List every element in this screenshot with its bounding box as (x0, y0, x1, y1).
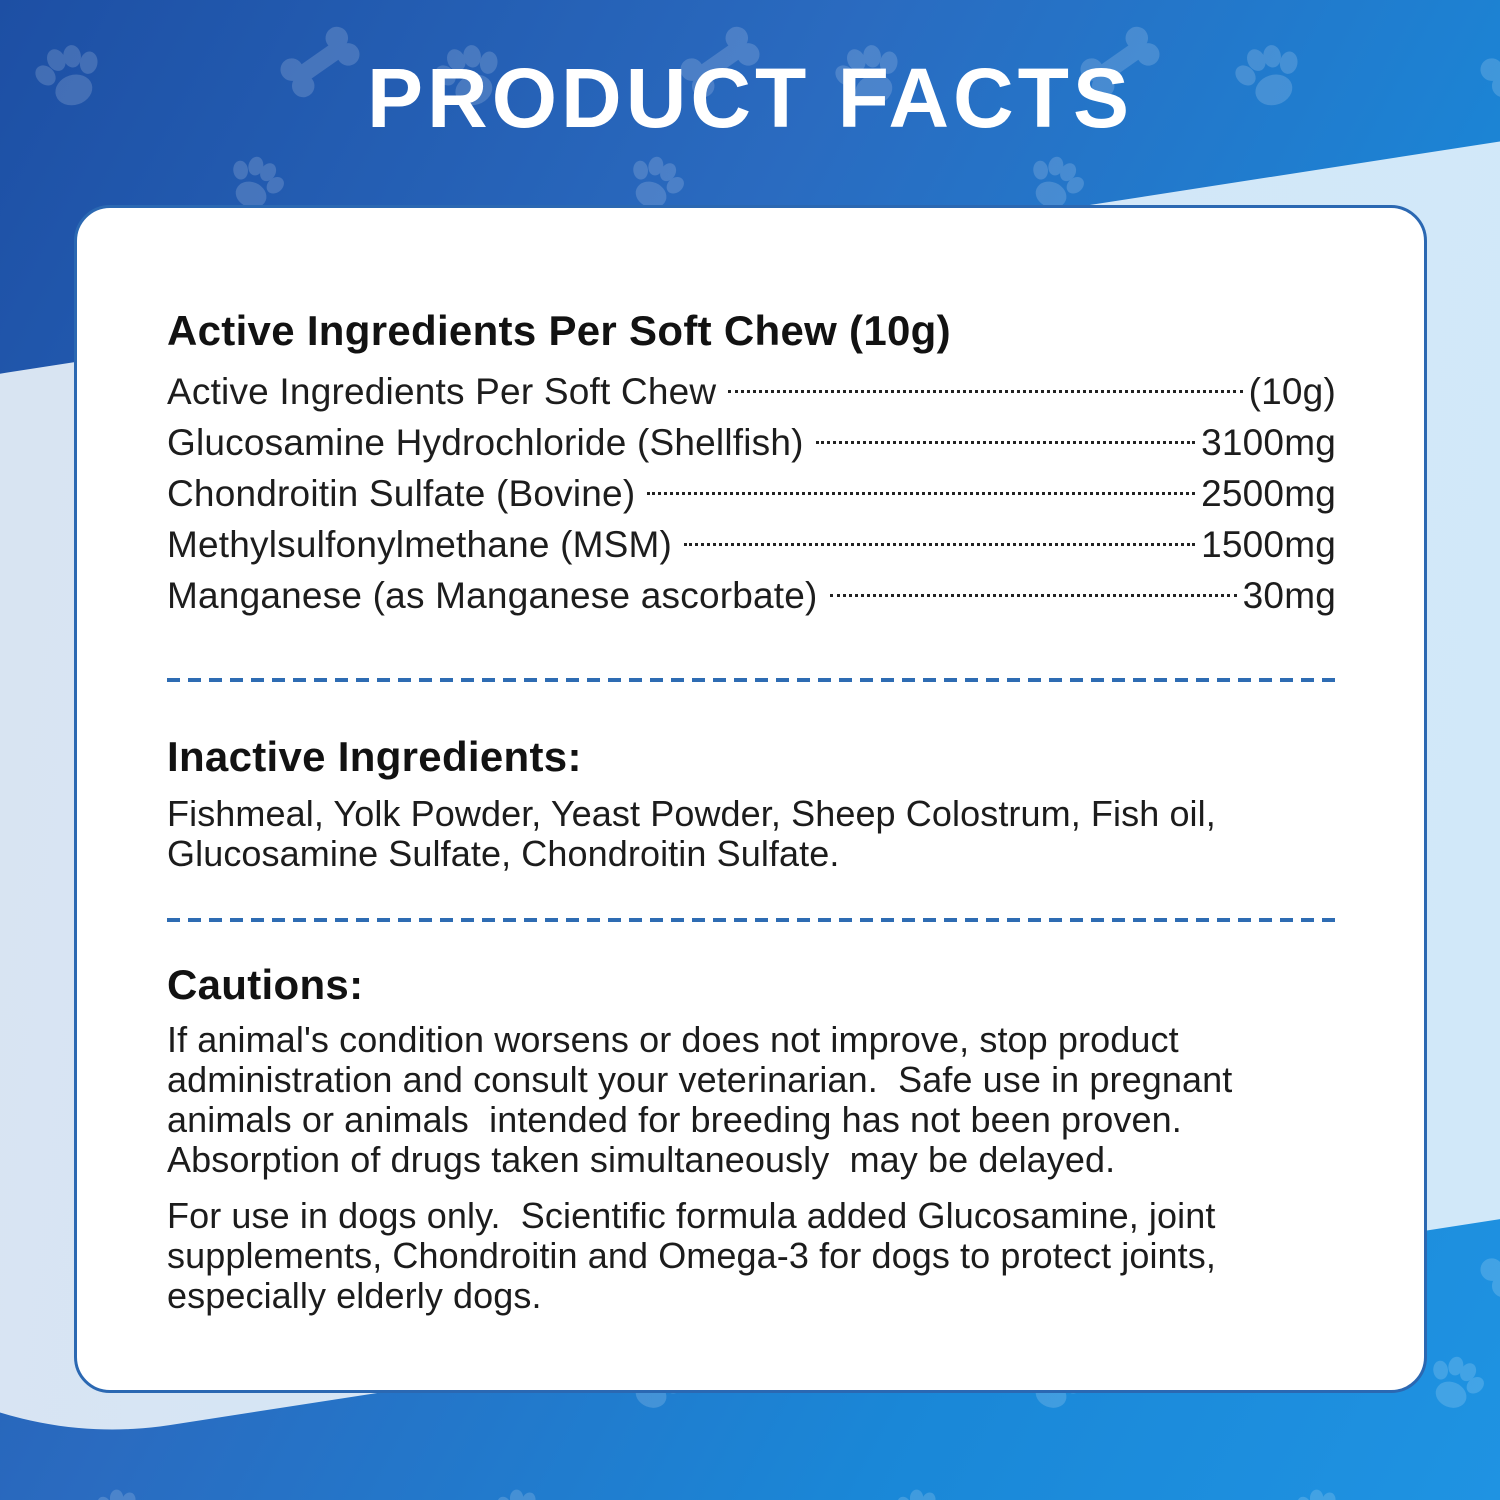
dot-leader (815, 441, 1196, 444)
ingredient-row: Methylsulfonylmethane (MSM) 1500mg (167, 519, 1336, 570)
dashed-divider (167, 678, 1336, 682)
ingredient-row: Chondroitin Sulfate (Bovine) 2500mg (167, 468, 1336, 519)
ingredient-row: Active Ingredients Per Soft Chew (10g) (167, 366, 1336, 417)
ingredient-label: Manganese (as Manganese ascorbate) (167, 574, 818, 616)
dot-leader (647, 492, 1196, 495)
page-title: PRODUCT FACTS (367, 51, 1133, 145)
dot-leader (829, 594, 1237, 597)
ingredient-value: 30mg (1242, 574, 1336, 616)
ingredient-value: 3100mg (1201, 421, 1336, 463)
ingredient-value: 2500mg (1201, 472, 1336, 514)
ingredient-value: 1500mg (1201, 523, 1336, 565)
ingredient-row: Glucosamine Hydrochloride (Shellfish) 31… (167, 417, 1336, 468)
card-content: Active Ingredients Per Soft Chew (10g) A… (77, 208, 1424, 1316)
cautions-paragraph-1: If animal's condition worsens or does no… (167, 1019, 1243, 1180)
dashed-divider (167, 918, 1336, 922)
active-ingredients-list: Active Ingredients Per Soft Chew (10g) G… (167, 366, 1336, 621)
ingredient-value: (10g) (1248, 370, 1336, 412)
ingredient-row: Manganese (as Manganese ascorbate) 30mg (167, 570, 1336, 621)
ingredient-label: Active Ingredients Per Soft Chew (167, 370, 717, 412)
ingredient-label: Chondroitin Sulfate (Bovine) (167, 472, 636, 514)
product-facts-card: Active Ingredients Per Soft Chew (10g) A… (74, 205, 1427, 1393)
ingredient-label: Methylsulfonylmethane (MSM) (167, 523, 673, 565)
inactive-ingredients-text: Fishmeal, Yolk Powder, Yeast Powder, She… (167, 793, 1226, 874)
inactive-ingredients-heading: Inactive Ingredients: (167, 733, 582, 780)
active-ingredients-heading: Active Ingredients Per Soft Chew (10g) (167, 307, 951, 354)
dot-leader (684, 543, 1196, 546)
dot-leader (728, 390, 1243, 393)
ingredient-label: Glucosamine Hydrochloride (Shellfish) (167, 421, 804, 463)
cautions-paragraph-2: For use in dogs only. Scientific formula… (167, 1195, 1227, 1316)
cautions-heading: Cautions: (167, 961, 364, 1008)
